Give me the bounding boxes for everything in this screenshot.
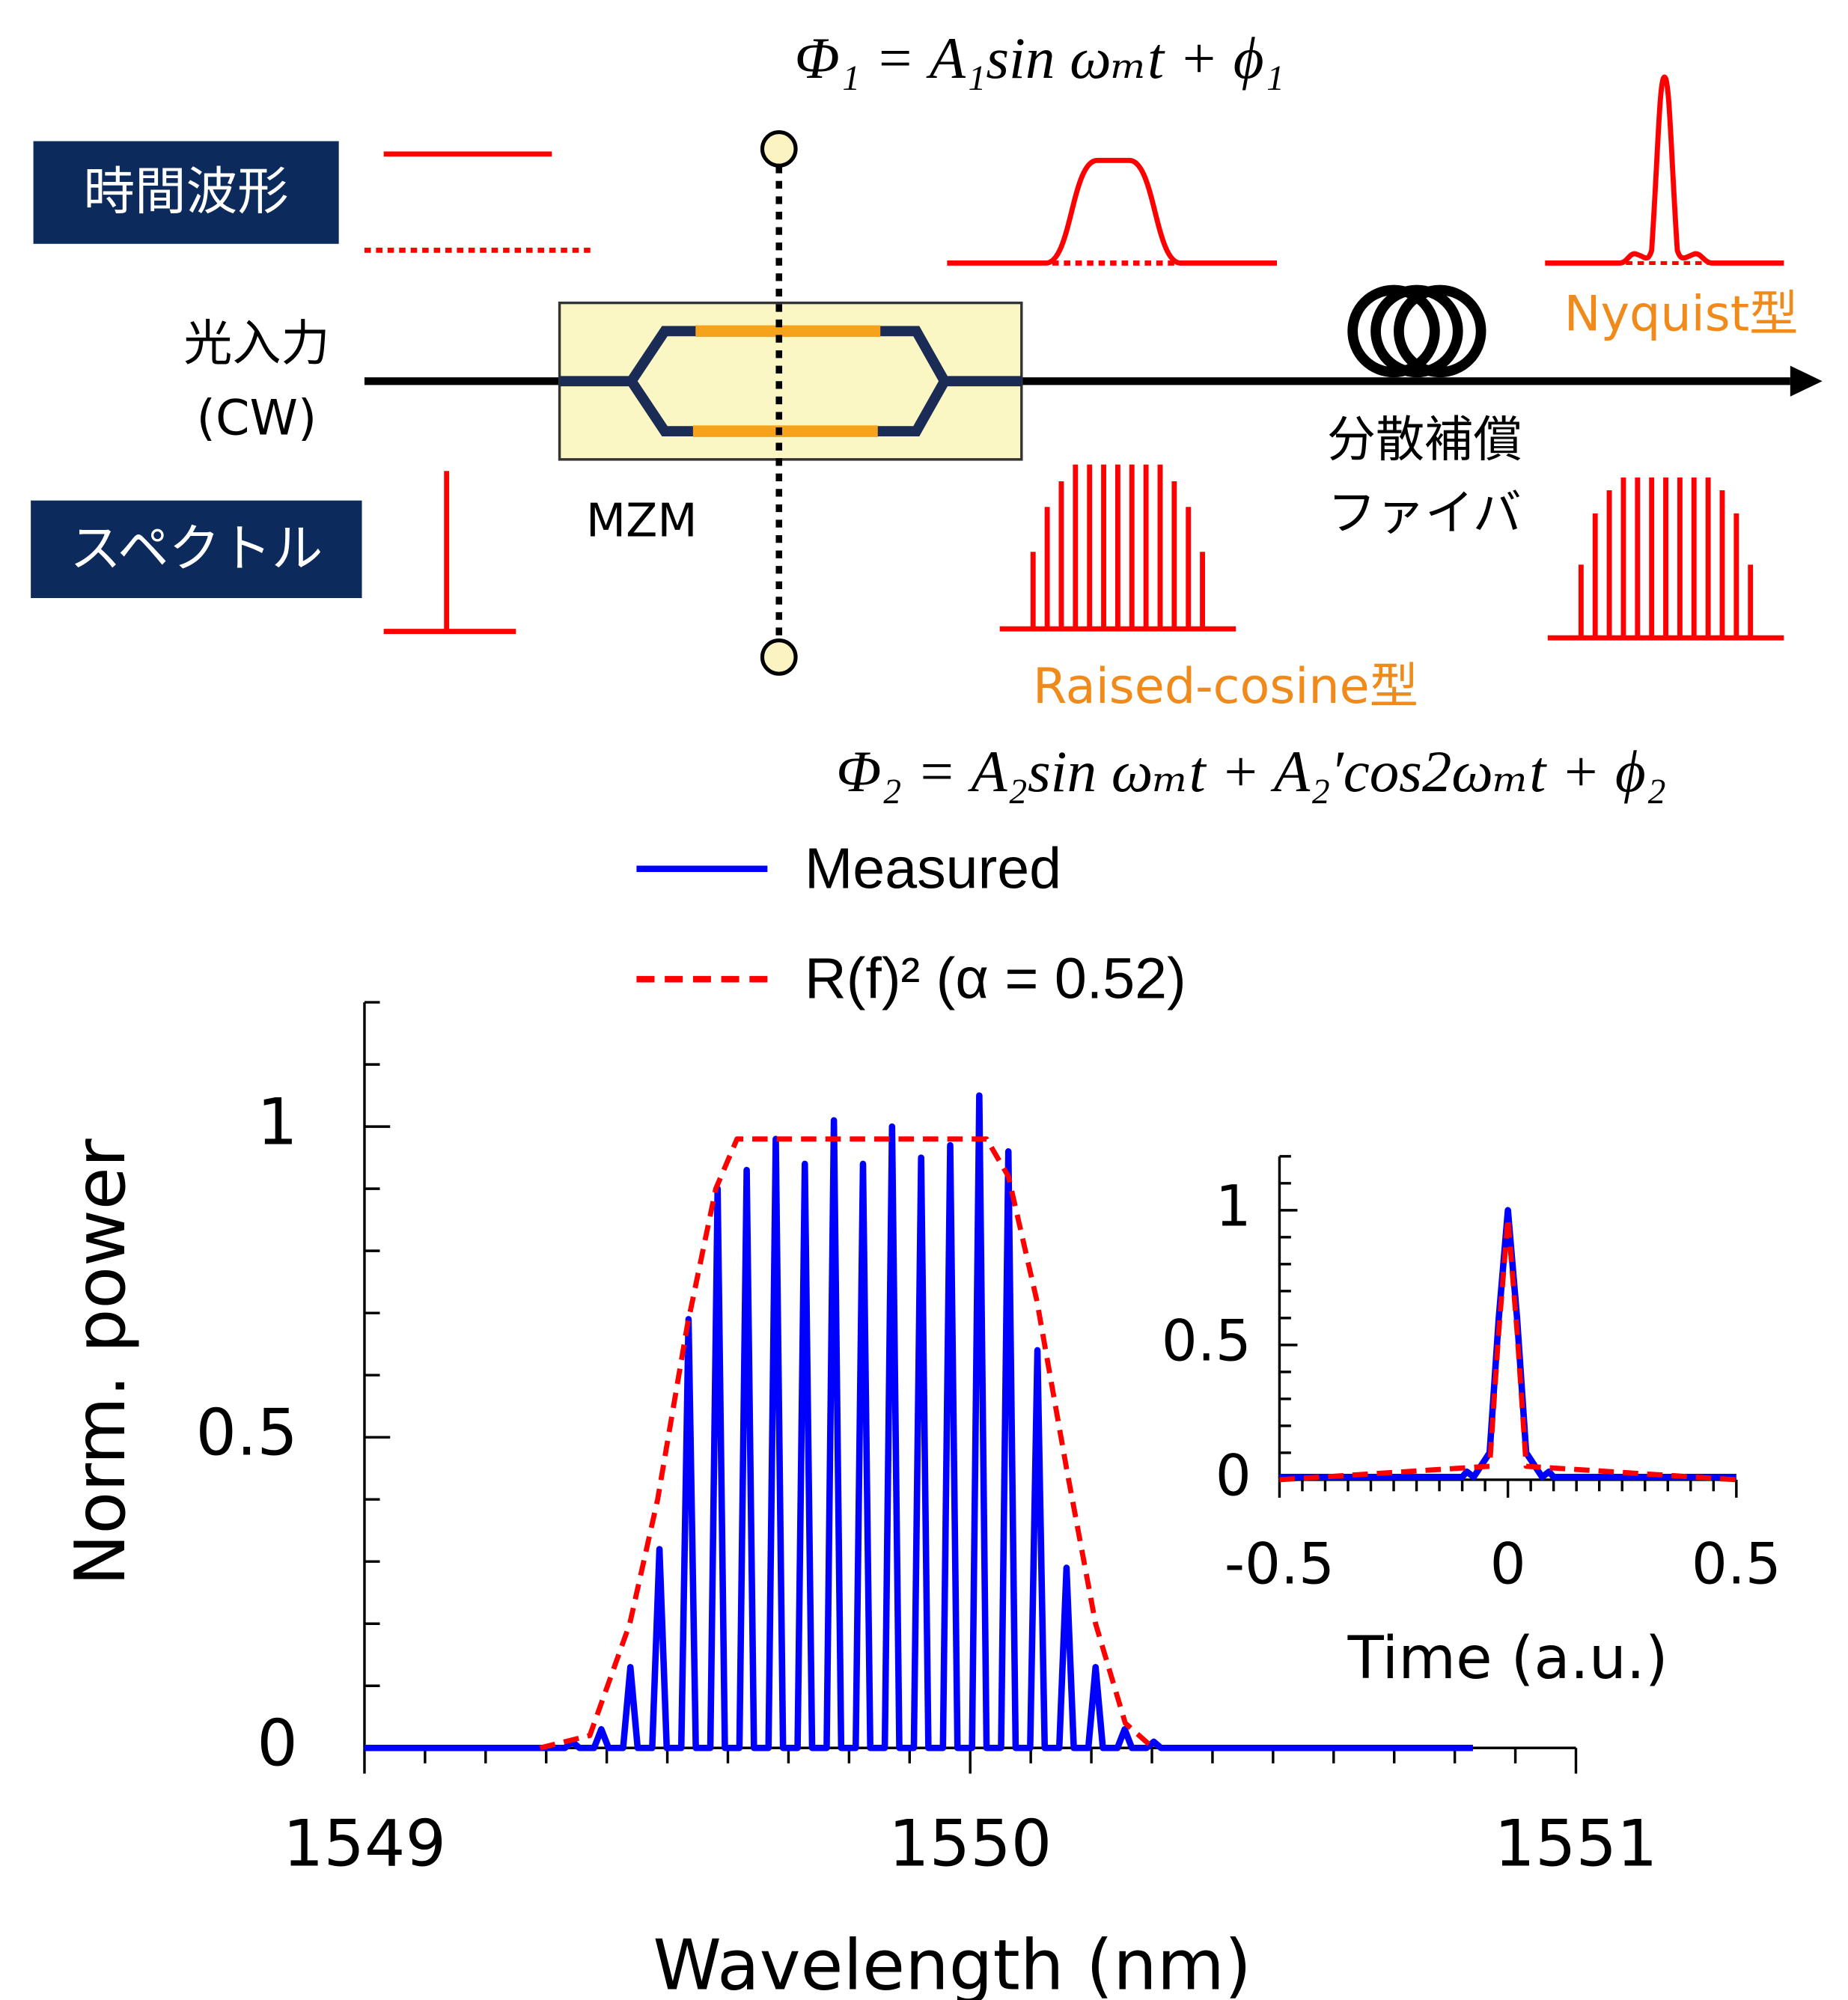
series-line <box>539 1136 1155 1751</box>
x-tick-label: 0 <box>1490 1531 1526 1597</box>
fiber-coil <box>1370 284 1463 378</box>
rf-port <box>760 638 798 676</box>
waveform-box <box>33 141 339 244</box>
fiber-coil <box>1347 284 1440 378</box>
spectrum-box <box>31 500 362 598</box>
fiber-coil <box>1394 284 1486 378</box>
rc-label: Raised-cosine型 <box>1033 659 1418 715</box>
y-tick-label: 0 <box>1216 1442 1251 1508</box>
x-axis-label: Wavelength (nm) <box>653 1924 1251 2000</box>
input-cw: (CW) <box>197 390 317 446</box>
series-line <box>1279 1207 1736 1481</box>
electrodes <box>692 325 881 437</box>
nyquist-label: Nyquist型 <box>1564 287 1799 343</box>
plots: 1549 1550 1551 0 0.5 1 Wavelength (nm) Norm. po… <box>60 836 1781 2000</box>
series-line <box>1279 1216 1737 1483</box>
x-tick-label: 1550 <box>888 1806 1052 1881</box>
cw-spectrum <box>383 471 516 635</box>
spectrum-label: スペクトル <box>70 519 323 579</box>
y-tick-label: 0.5 <box>1162 1308 1251 1374</box>
x-tick-label: 1549 <box>283 1806 446 1881</box>
rf-port <box>760 130 798 168</box>
rc-wave <box>947 157 1278 266</box>
fiber-label: 分散補償 <box>1327 412 1522 469</box>
waveform-label: 時間波形 <box>83 162 288 222</box>
y-tick-label: 1 <box>1216 1173 1251 1239</box>
nyquist-wave <box>1545 74 1784 266</box>
formula: Φ₁ = A₁sin ωₘt + ϕ₁ <box>795 26 1284 91</box>
x-axis-label: Time (a.u.) <box>1347 1624 1668 1692</box>
formula: Φ₂ = A₂sin ωₘt + A₂′cos2ωₘt + ϕ₂ <box>836 740 1666 805</box>
y-tick-label: 1 <box>257 1085 298 1160</box>
y-tick-label: 0.5 <box>195 1396 297 1471</box>
y-tick-label: 0 <box>257 1707 298 1781</box>
arrow-head <box>1790 365 1823 397</box>
input-label: 光入力 <box>183 316 329 372</box>
x-tick-label: 1551 <box>1494 1806 1657 1881</box>
x-tick-label: 0.5 <box>1692 1531 1781 1597</box>
nyquist-spectrum <box>1547 477 1784 641</box>
fiber-label: ファイバ <box>1328 485 1522 541</box>
series-line <box>364 1092 1473 1751</box>
legend-label: R(f)² (α = 0.52) <box>805 947 1186 1011</box>
legend-label: Measured <box>805 836 1061 900</box>
x-tick-label: -0.5 <box>1225 1531 1335 1597</box>
mzm-label: MZM <box>586 494 698 548</box>
y-axis-label: Norm. power <box>60 1138 141 1585</box>
rc-spectrum <box>999 464 1236 632</box>
